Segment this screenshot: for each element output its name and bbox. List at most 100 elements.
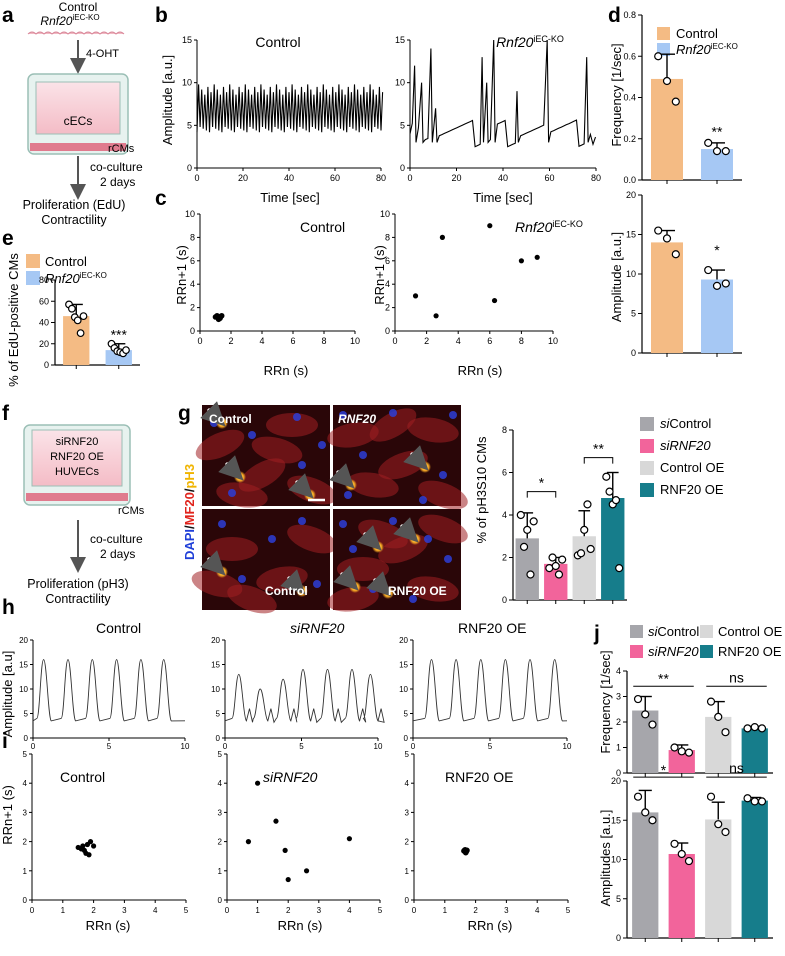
x-tick-label: 2 — [228, 336, 233, 346]
cells-label-a: rCMs — [108, 143, 135, 155]
x-tick-label: 60 — [330, 173, 340, 183]
bar — [668, 854, 695, 938]
significance-label: * — [661, 762, 667, 778]
y-tick-label: 5 — [400, 120, 405, 130]
data-point — [79, 312, 88, 321]
y-tick-label: 0 — [385, 326, 390, 336]
data-point — [757, 797, 767, 806]
x-tick-label: 4 — [153, 906, 158, 915]
scatter-point — [255, 780, 261, 786]
nucleus — [344, 491, 352, 499]
treatment-label: 4-OHT — [86, 48, 119, 60]
bar — [651, 242, 683, 353]
y-tick-label: 15 — [182, 35, 192, 45]
arrow-marker — [218, 455, 244, 481]
panel-label-a: a — [2, 4, 14, 27]
legend-swatch — [640, 417, 654, 431]
d-freq-ylabel: Frequency [1/sec] — [609, 43, 624, 146]
data-point — [648, 816, 657, 825]
nucleus — [248, 431, 256, 439]
x-tick-label: 40 — [498, 173, 508, 183]
legend-label: siRNF20 — [660, 438, 711, 453]
x-tick-label: 5 — [566, 906, 571, 915]
x-tick-label: 10 — [350, 336, 360, 346]
data-point — [714, 712, 723, 722]
panel-label-j: j — [593, 622, 600, 645]
x-tick-label: 6 — [290, 336, 295, 346]
y-tick-label: 2 — [218, 838, 223, 847]
legend-swatch — [700, 625, 713, 638]
x-tick-label: 0 — [225, 906, 230, 915]
data-point — [602, 472, 611, 481]
ph3-positive-nucleus — [372, 541, 384, 553]
nucleus — [313, 580, 321, 588]
g-img-bl-label: Control — [265, 584, 308, 598]
panel-b: Amplitude [a.u.] Control Rnf20iEC-KO Tim… — [160, 34, 601, 205]
b-control-xlabel: Time [sec] — [260, 190, 319, 205]
data-point — [558, 555, 567, 564]
schematic-f: siRNF20 RNF20 OE HUVECs rCMs co-culture … — [23, 424, 145, 606]
e-bars: 0 20 40 60 80 *** — [39, 275, 140, 370]
bar — [515, 538, 539, 600]
b-ko-title: Rnf20iEC-KO — [496, 34, 564, 50]
e-legend-swatch-ko — [26, 271, 40, 285]
y-tick-label: 5 — [216, 710, 221, 719]
panel-i: RRn+1 (s) 001122334455001122334455001122… — [0, 750, 571, 933]
legend-text: Control OE — [660, 460, 725, 475]
scatter-point — [303, 868, 310, 874]
y-tick-label: 5 — [405, 750, 410, 759]
significance-label: *** — [111, 327, 128, 343]
y-tick-label: 1 — [616, 743, 621, 753]
y-tick-label: 4 — [405, 779, 410, 788]
panel-d: Control Rnf20iEC-KO Frequency [1/sec] Am… — [609, 10, 742, 358]
arrow-marker — [280, 569, 306, 595]
scatter-point — [91, 843, 97, 849]
y-tick-label: 3 — [616, 692, 621, 702]
i-xlabel: RRn (s) — [278, 918, 323, 933]
y-tick-label: 0.4 — [623, 93, 636, 103]
cardiomyocyte — [195, 429, 245, 461]
i-xlabel: RRn (s) — [86, 918, 131, 933]
nucleus — [389, 517, 397, 525]
schematic-a-ko: Rnf20iEC-KO — [40, 13, 99, 28]
x-tick-label: 10 — [181, 742, 190, 751]
nucleus — [293, 413, 301, 421]
y-tick-label: 10 — [19, 685, 28, 694]
readout2-a: Contractility — [41, 213, 107, 227]
arrow-marker — [393, 517, 419, 543]
data-point — [73, 316, 82, 325]
ph3-positive-nucleus — [419, 461, 431, 473]
significance-label: * — [714, 242, 720, 258]
panel-label-e: e — [2, 227, 14, 250]
y-tick-label: 0 — [24, 734, 29, 743]
y-tick-label: 0 — [400, 163, 405, 173]
cardiomyocyte — [266, 413, 318, 437]
data-point — [586, 544, 595, 554]
y-tick-label: 5 — [218, 750, 223, 759]
legend-swatch — [640, 483, 654, 497]
b-ylabel: Amplitude [a.u.] — [160, 55, 175, 145]
y-tick-label: 2 — [616, 717, 621, 727]
y-tick-label: 6 — [385, 256, 390, 266]
y-tick-label: 4 — [502, 510, 507, 520]
x-tick-label: 2 — [424, 336, 429, 346]
legend-swatch — [640, 461, 654, 475]
data-point — [684, 748, 694, 757]
data-point — [721, 728, 730, 737]
y-tick-label: 5 — [23, 750, 28, 759]
i-ylabel: RRn+1 (s) — [0, 785, 15, 845]
legend-text: RNF20 — [669, 438, 711, 453]
nucleus — [339, 411, 347, 419]
y-tick-label: 15 — [19, 661, 28, 670]
b-axes: 0 20 40 60 80 0 5 10 15 0 20 40 60 80 0 5 10 15 — [182, 35, 601, 183]
y-tick-label: 10 — [211, 685, 220, 694]
x-tick-label: 5 — [184, 906, 189, 915]
nucleus — [268, 535, 276, 543]
x-tick-label: 1 — [61, 906, 66, 915]
x-tick-label: 0 — [30, 906, 35, 915]
ph3-positive-nucleus — [409, 533, 421, 545]
legend-label: siControl — [648, 624, 699, 639]
